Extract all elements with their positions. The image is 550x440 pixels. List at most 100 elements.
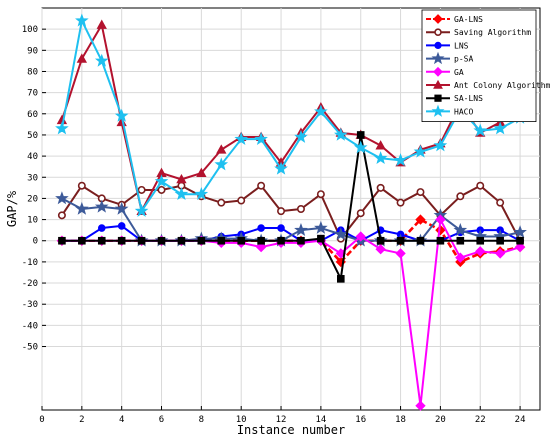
data-point [237,196,246,205]
y-tick-label: -20 [22,279,38,289]
y-tick-label: 40 [27,152,38,162]
data-point [197,236,206,245]
data-point [314,104,328,118]
data-point [375,140,386,150]
data-point [416,236,425,245]
y-axis-ticks: -50 -40 -30 -20 -10 0 10 20 30 40 50 60 70 80 90 100 [22,25,46,353]
data-point [254,132,268,145]
legend-marker [434,28,442,37]
data-point [376,183,385,192]
data-point [494,248,506,259]
legend-marker [434,41,442,50]
data-point [174,187,189,200]
data-point [337,275,345,283]
data-point [96,19,107,29]
data-point [97,236,106,245]
y-tick-label: 80 [27,67,38,77]
y-tick-label: -10 [22,258,38,268]
data-point [456,192,465,201]
data-point [317,234,325,243]
legend-marker [433,79,443,89]
legend-label: p-SA [454,55,473,64]
x-tick-label: 2 [79,415,84,425]
data-point [196,167,207,177]
x-tick-label: 14 [315,415,326,425]
data-point [78,236,86,245]
data-point [77,181,86,190]
legend-label: HACO [454,107,473,116]
data-point [75,13,89,27]
data-point [294,223,308,236]
data-point [296,205,305,214]
data-point [473,123,488,137]
legend-label: GA [454,68,464,77]
data-point [94,199,109,213]
data-point [516,236,524,245]
data-point [395,248,406,259]
data-point [117,236,126,245]
data-point [177,236,186,245]
y-tick-label: 0 [33,237,38,247]
data-point [134,203,149,217]
data-point [76,53,88,63]
data-point [214,157,229,171]
data-point [415,214,426,225]
legend-label: LNS [454,41,469,50]
legend-entry: GA [426,66,464,77]
data-point [117,222,126,230]
series-line [60,19,521,213]
data-point [353,140,368,154]
legend-entry: Ant Colony Algorithm [426,79,550,90]
y-tick-label: -30 [22,300,38,310]
data-point [277,224,285,232]
data-point [333,127,348,141]
data-point [157,236,166,245]
x-axis-ticks: 0 2 4 6 8 10 12 14 16 18 20 22 24 [39,406,526,425]
legend-entry: LNS [426,41,469,50]
legend-entry: GA-LNS [426,14,483,24]
legend-marker [431,51,445,65]
data-point [97,224,106,232]
data-point [237,236,246,245]
data-point [393,153,408,167]
y-tick-label: 50 [27,131,38,141]
data-point [274,161,288,175]
legend-marker [434,94,442,102]
data-point [356,209,365,218]
legend-entry: p-SA [426,51,473,65]
data-point [277,207,286,216]
legend-marker [433,66,443,77]
data-point [137,185,146,194]
legend-marker [433,14,443,24]
x-tick-label: 0 [39,415,44,425]
legend-label: Saving Algorithm [454,28,531,37]
data-point [455,252,466,263]
data-point [217,236,226,245]
x-tick-label: 12 [276,415,287,425]
data-point [436,236,445,245]
data-point [217,198,226,207]
data-point [373,151,388,165]
data-point [154,174,169,188]
data-point [277,236,285,245]
y-tick-label: 10 [27,216,38,226]
data-point [114,201,129,215]
data-point [55,121,69,135]
legend-entry: SA-LNS [426,94,483,103]
legend-marker [431,104,445,117]
data-point [234,132,249,145]
data-point [513,225,527,239]
data-point [157,185,166,194]
data-point [476,236,485,245]
data-point [476,181,485,190]
y-tick-label: 100 [22,25,38,35]
legend-entry: Saving Algorithm [426,28,531,37]
data-point [55,191,69,205]
data-point [316,190,325,199]
y-tick-label: 30 [27,173,38,183]
legend-label: SA-LNS [454,94,483,103]
data-point [514,241,526,253]
y-tick-label: 90 [27,46,38,56]
data-point [255,241,267,253]
